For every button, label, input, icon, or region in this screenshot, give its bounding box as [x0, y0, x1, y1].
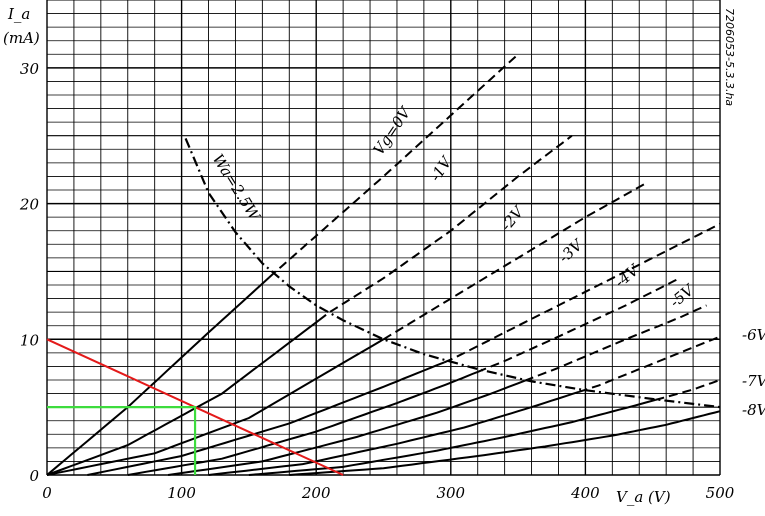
x-tick-label: 500: [706, 484, 735, 502]
x-axis-label: V_a (V): [616, 488, 671, 506]
curve-solid--3V: [87, 361, 445, 476]
curve-dashed--7V: [655, 379, 721, 401]
curve-solid--4V: [127, 370, 479, 476]
curve-label: -2V: [497, 202, 529, 235]
operating-point-guides: [47, 406, 197, 475]
curve-label: -5V: [666, 280, 699, 312]
y-axis-label: I_a: [7, 5, 30, 23]
curve-label: -1V: [426, 152, 456, 185]
curve-dashed--3V: [443, 223, 721, 364]
y-tick-label: 10: [20, 331, 40, 349]
x-tick-label: 200: [301, 484, 331, 502]
y-tick-label: 20: [19, 196, 40, 214]
x-tick-label: 100: [167, 484, 196, 502]
curve-solid--8V: [289, 410, 721, 476]
curve-dashed--1V: [318, 134, 573, 322]
curve-dashed--2V: [382, 182, 647, 341]
curve-dashed-Vg=0V: [268, 53, 519, 279]
power-dissipation-curve: [184, 137, 721, 409]
power-curve-label: Wa=2.5W: [209, 151, 265, 225]
overlay-layer: [46, 338, 344, 476]
curve-dashed--4V: [477, 277, 681, 373]
curve-solid-Vg=0V: [46, 276, 270, 476]
figure-code: 7206053-5.3.3.ha: [723, 8, 736, 106]
curve-solid--2V: [46, 338, 385, 476]
curve-solid--7V: [248, 398, 656, 476]
tick-labels: 0 100 200 300 400 500 0 10 20 30: [19, 60, 735, 502]
curve-dashed--5V: [524, 304, 707, 382]
curve-solid--5V: [167, 379, 526, 476]
curve-label: -3V: [555, 235, 588, 267]
curve-dashed--6V: [578, 335, 721, 393]
x-tick-label: 300: [436, 484, 465, 502]
curve-label: Vg=0V: [369, 102, 415, 158]
y-tick-label: 0: [29, 467, 39, 485]
x-tick-label: 400: [570, 484, 600, 502]
curve-solid--6V: [208, 390, 580, 476]
curve-label: -7V: [742, 372, 765, 390]
curve-label: -8V: [742, 401, 765, 419]
curve-label: -6V: [742, 326, 765, 344]
grid-lines: [46, 0, 721, 476]
y-axis-unit: (mA): [3, 29, 40, 47]
x-tick-label: 0: [42, 484, 52, 502]
y-tick-label: 30: [20, 60, 40, 78]
curve-solid--1V: [46, 319, 320, 476]
